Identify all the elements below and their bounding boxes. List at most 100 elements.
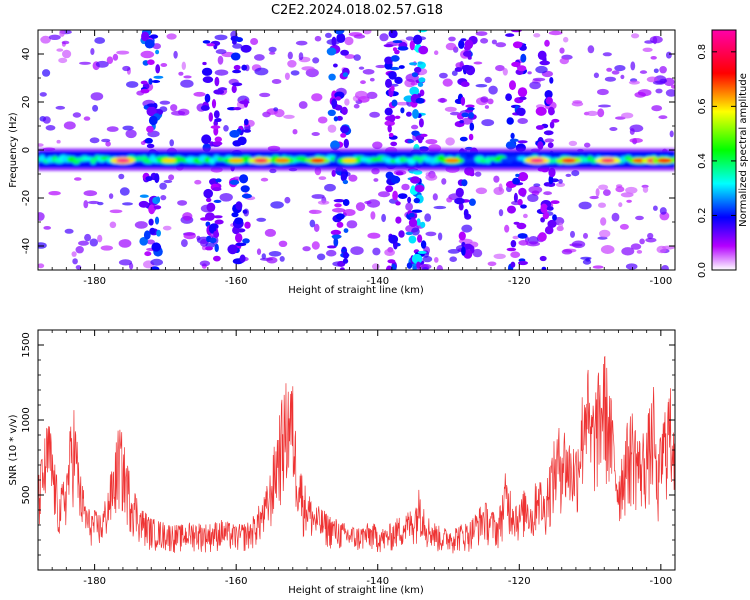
column-blob — [331, 234, 342, 239]
column-blob — [408, 212, 415, 218]
noise-blob — [62, 49, 72, 59]
noise-blob — [475, 84, 488, 88]
column-blob — [418, 45, 429, 55]
noise-blob — [639, 238, 645, 245]
spectrogram-y-axis-label: Frequency (Hz) — [8, 112, 19, 188]
noise-blob — [118, 239, 132, 248]
column-blob — [387, 259, 396, 264]
spectrogram-image — [38, 30, 675, 270]
column-blob — [509, 80, 516, 91]
noise-blob — [405, 202, 413, 211]
noise-blob — [311, 93, 323, 102]
column-blob — [390, 85, 395, 92]
noise-blob — [219, 193, 233, 202]
column-blob — [546, 182, 556, 187]
noise-blob — [317, 200, 330, 205]
noise-blob — [598, 202, 606, 208]
column-blob — [154, 173, 160, 184]
column-blob — [392, 47, 398, 52]
noise-blob — [636, 250, 643, 254]
column-blob — [538, 232, 547, 242]
column-blob — [388, 30, 398, 39]
noise-blob — [163, 179, 173, 184]
column-blob — [398, 65, 405, 69]
noise-blob — [194, 179, 202, 185]
noise-blob — [56, 139, 61, 144]
column-blob — [202, 40, 211, 44]
column-blob — [544, 226, 554, 235]
noise-blob — [146, 239, 155, 245]
noise-blob — [439, 72, 448, 79]
noise-blob — [597, 108, 605, 118]
column-blob — [395, 201, 401, 206]
noise-blob — [75, 265, 82, 270]
noise-blob — [140, 50, 155, 59]
noise-blob — [384, 248, 395, 256]
noise-blob — [446, 197, 453, 203]
noise-blob — [89, 238, 99, 247]
column-blob — [144, 137, 153, 144]
noise-blob — [369, 111, 380, 118]
noise-blob — [644, 40, 654, 44]
noise-blob — [324, 183, 336, 192]
noise-blob — [604, 76, 617, 82]
column-blob — [239, 254, 246, 263]
noise-blob — [160, 195, 167, 201]
noise-blob — [621, 247, 635, 256]
noise-blob — [344, 36, 354, 46]
column-blob — [517, 65, 527, 72]
noise-blob — [642, 186, 649, 193]
noise-blob — [493, 175, 500, 183]
noise-blob — [362, 69, 375, 75]
snr-x-tick-label: -140 — [366, 576, 389, 587]
column-blob — [143, 230, 151, 240]
column-blob — [455, 187, 464, 198]
noise-blob — [523, 213, 528, 219]
noise-blob — [410, 81, 418, 86]
noise-blob — [372, 247, 381, 256]
noise-blob — [436, 265, 443, 270]
noise-blob — [600, 217, 607, 226]
noise-blob — [401, 183, 410, 191]
column-blob — [148, 218, 154, 226]
noise-blob — [432, 193, 438, 201]
column-blob — [233, 107, 242, 111]
band-peak — [561, 158, 576, 163]
column-blob — [391, 263, 397, 270]
column-blob — [411, 72, 419, 78]
column-blob — [156, 196, 161, 203]
column-blob — [208, 112, 213, 122]
noise-blob — [487, 261, 497, 267]
column-blob — [334, 203, 342, 208]
noise-blob — [631, 33, 640, 39]
noise-blob — [587, 45, 595, 54]
noise-blob — [217, 55, 224, 65]
column-blob — [335, 96, 342, 101]
noise-blob — [109, 209, 123, 214]
column-blob — [326, 245, 337, 249]
column-blob — [206, 202, 216, 212]
noise-blob — [309, 219, 316, 228]
noise-blob — [256, 248, 262, 255]
noise-blob — [350, 246, 364, 256]
noise-blob — [261, 253, 266, 260]
column-blob — [239, 100, 250, 105]
noise-blob — [287, 51, 293, 60]
noise-blob — [535, 65, 548, 74]
column-blob — [400, 107, 405, 114]
column-blob — [519, 96, 527, 101]
column-blob — [326, 47, 337, 56]
column-blob — [415, 97, 425, 104]
column-blob — [461, 112, 470, 118]
column-blob — [147, 59, 155, 65]
noise-blob — [55, 105, 66, 110]
noise-blob — [639, 70, 648, 74]
noise-blob — [101, 138, 111, 143]
noise-blob — [570, 230, 575, 238]
noise-blob — [48, 34, 61, 40]
column-blob — [511, 61, 521, 67]
column-blob — [229, 179, 240, 185]
column-blob — [389, 66, 400, 71]
column-blob — [510, 132, 515, 139]
noise-blob — [360, 80, 366, 85]
